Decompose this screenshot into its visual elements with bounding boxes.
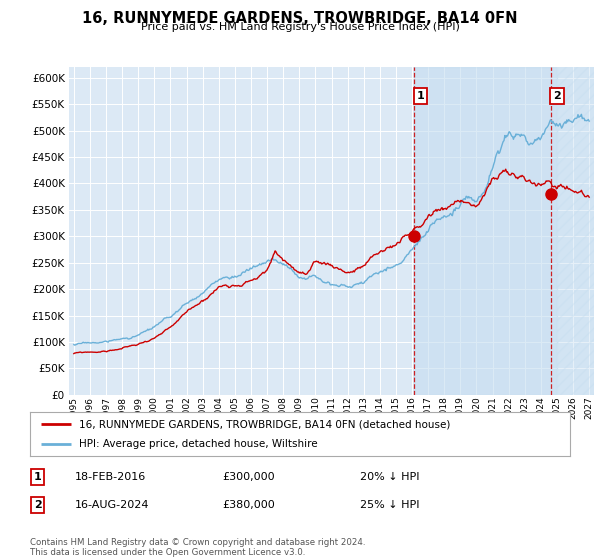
Text: HPI: Average price, detached house, Wiltshire: HPI: Average price, detached house, Wilt… xyxy=(79,439,317,449)
Text: 16-AUG-2024: 16-AUG-2024 xyxy=(75,500,149,510)
Text: 25% ↓ HPI: 25% ↓ HPI xyxy=(360,500,419,510)
Text: Contains HM Land Registry data © Crown copyright and database right 2024.
This d: Contains HM Land Registry data © Crown c… xyxy=(30,538,365,557)
Text: £300,000: £300,000 xyxy=(222,472,275,482)
Text: Price paid vs. HM Land Registry's House Price Index (HPI): Price paid vs. HM Land Registry's House … xyxy=(140,22,460,32)
Text: 1: 1 xyxy=(34,472,41,482)
Text: 2: 2 xyxy=(34,500,41,510)
Text: 16, RUNNYMEDE GARDENS, TROWBRIDGE, BA14 0FN: 16, RUNNYMEDE GARDENS, TROWBRIDGE, BA14 … xyxy=(82,11,518,26)
Bar xyxy=(414,67,557,395)
Text: 16, RUNNYMEDE GARDENS, TROWBRIDGE, BA14 0FN (detached house): 16, RUNNYMEDE GARDENS, TROWBRIDGE, BA14 … xyxy=(79,419,450,429)
Text: 2: 2 xyxy=(553,91,561,101)
Text: 18-FEB-2016: 18-FEB-2016 xyxy=(75,472,146,482)
Text: 1: 1 xyxy=(416,91,424,101)
Text: £380,000: £380,000 xyxy=(222,500,275,510)
Bar xyxy=(557,67,594,395)
Text: 20% ↓ HPI: 20% ↓ HPI xyxy=(360,472,419,482)
